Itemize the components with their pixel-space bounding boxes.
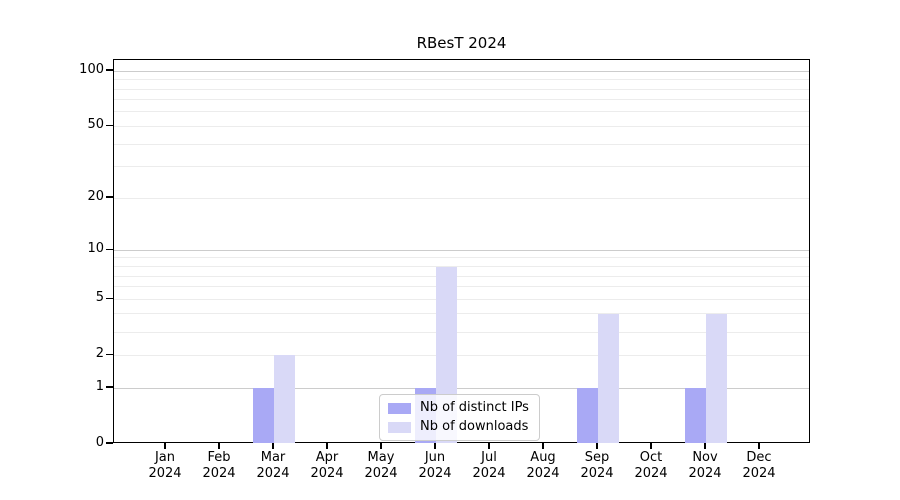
y-tick-label: 2 xyxy=(95,346,104,362)
x-tick-mark xyxy=(434,443,436,449)
y-tick-label: 0 xyxy=(95,435,104,450)
x-tick-month: Sep xyxy=(584,450,610,465)
x-tick-month: Jul xyxy=(481,450,497,465)
y-tick-label: 10 xyxy=(87,241,104,257)
y-tick-label: 1 xyxy=(95,379,104,394)
minor-gridline xyxy=(114,197,809,199)
minor-gridline xyxy=(114,257,809,259)
x-tick-month: Aug xyxy=(530,450,556,465)
y-tick-mark xyxy=(106,196,113,198)
x-tick-label: Jan 2024 xyxy=(133,450,197,482)
y-tick-label: 50 xyxy=(87,117,104,133)
minor-gridline xyxy=(114,143,809,145)
x-tick-year: 2024 xyxy=(202,466,236,481)
minor-gridline xyxy=(114,275,809,277)
x-tick-mark xyxy=(758,443,760,449)
legend-item: Nb of downloads xyxy=(388,419,529,435)
legend-label: Nb of distinct IPs xyxy=(420,400,529,415)
x-tick-label: Jun 2024 xyxy=(403,450,467,482)
x-tick-label: Apr 2024 xyxy=(295,450,359,482)
x-tick-month: Apr xyxy=(315,450,339,465)
x-tick-mark xyxy=(488,443,490,449)
x-tick-mark xyxy=(164,443,166,449)
x-tick-year: 2024 xyxy=(310,466,344,481)
y-tick-label: 20 xyxy=(87,189,104,205)
minor-gridline xyxy=(114,354,809,356)
y-tick-mark xyxy=(106,248,113,250)
x-tick-year: 2024 xyxy=(580,466,614,481)
y-tick-mark xyxy=(106,353,113,355)
minor-gridline xyxy=(114,298,809,300)
bar-distinct-ips xyxy=(253,388,274,443)
x-tick-month: Jun xyxy=(424,450,446,465)
major-gridline xyxy=(114,249,809,251)
x-tick-label: Aug 2024 xyxy=(511,450,575,482)
minor-gridline xyxy=(114,313,809,315)
minor-gridline xyxy=(114,266,809,267)
x-tick-year: 2024 xyxy=(418,466,452,481)
x-tick-year: 2024 xyxy=(364,466,398,481)
x-tick-month: Dec xyxy=(746,450,772,465)
x-tick-month: Jan xyxy=(154,450,176,465)
minor-gridline xyxy=(114,286,809,288)
x-tick-mark xyxy=(218,443,220,449)
x-tick-year: 2024 xyxy=(472,466,506,481)
x-tick-mark xyxy=(542,443,544,449)
x-tick-year: 2024 xyxy=(688,466,722,481)
x-tick-label: Nov 2024 xyxy=(673,450,737,482)
minor-gridline xyxy=(114,88,809,90)
x-tick-month: Oct xyxy=(639,450,663,465)
minor-gridline xyxy=(114,125,809,127)
legend-swatch-downloads xyxy=(388,421,411,433)
legend-label: Nb of downloads xyxy=(420,419,529,434)
y-tick-label: 5 xyxy=(95,290,104,306)
minor-gridline xyxy=(114,111,809,113)
x-tick-year: 2024 xyxy=(256,466,290,481)
minor-gridline xyxy=(114,99,809,101)
minor-gridline xyxy=(114,79,809,81)
x-tick-year: 2024 xyxy=(526,466,560,481)
x-tick-label: Feb 2024 xyxy=(187,450,251,482)
chart-title: RBesT 2024 xyxy=(416,34,507,52)
x-tick-label: May 2024 xyxy=(349,450,413,482)
y-tick-label: 100 xyxy=(79,62,104,78)
x-tick-label: Oct 2024 xyxy=(619,450,683,482)
legend-item: Nb of distinct IPs xyxy=(388,400,529,416)
x-tick-year: 2024 xyxy=(148,466,182,481)
legend-swatch-distinct-ips xyxy=(388,402,411,414)
x-tick-label: Dec 2024 xyxy=(727,450,791,482)
x-tick-year: 2024 xyxy=(742,466,776,481)
bar-downloads xyxy=(706,313,727,443)
bar-distinct-ips xyxy=(685,388,706,443)
bar-distinct-ips xyxy=(577,388,598,443)
legend: Nb of distinct IPs Nb of downloads xyxy=(379,394,540,441)
plot-area: Nb of distinct IPs Nb of downloads xyxy=(113,59,810,443)
y-tick-mark xyxy=(106,124,113,127)
minor-gridline xyxy=(114,166,809,168)
y-tick-mark xyxy=(106,442,113,444)
x-tick-mark xyxy=(380,443,382,449)
bar-downloads xyxy=(598,313,619,443)
x-tick-month: Nov xyxy=(692,450,718,465)
x-tick-mark xyxy=(704,443,706,449)
x-tick-label: Mar 2024 xyxy=(241,450,305,482)
major-gridline xyxy=(114,70,809,72)
y-tick-mark xyxy=(106,386,113,388)
x-tick-month: Feb xyxy=(207,450,231,465)
x-tick-year: 2024 xyxy=(634,466,668,481)
x-tick-mark xyxy=(272,443,274,449)
x-tick-mark xyxy=(326,443,328,449)
minor-gridline xyxy=(114,331,809,333)
x-tick-label: Sep 2024 xyxy=(565,450,629,482)
x-tick-mark xyxy=(650,443,652,449)
x-tick-mark xyxy=(596,443,598,449)
x-tick-month: Mar xyxy=(260,450,286,465)
bar-downloads xyxy=(274,355,295,443)
x-tick-month: May xyxy=(367,450,395,465)
y-tick-mark xyxy=(106,69,113,71)
y-tick-mark xyxy=(106,297,113,299)
x-tick-label: Jul 2024 xyxy=(457,450,521,482)
